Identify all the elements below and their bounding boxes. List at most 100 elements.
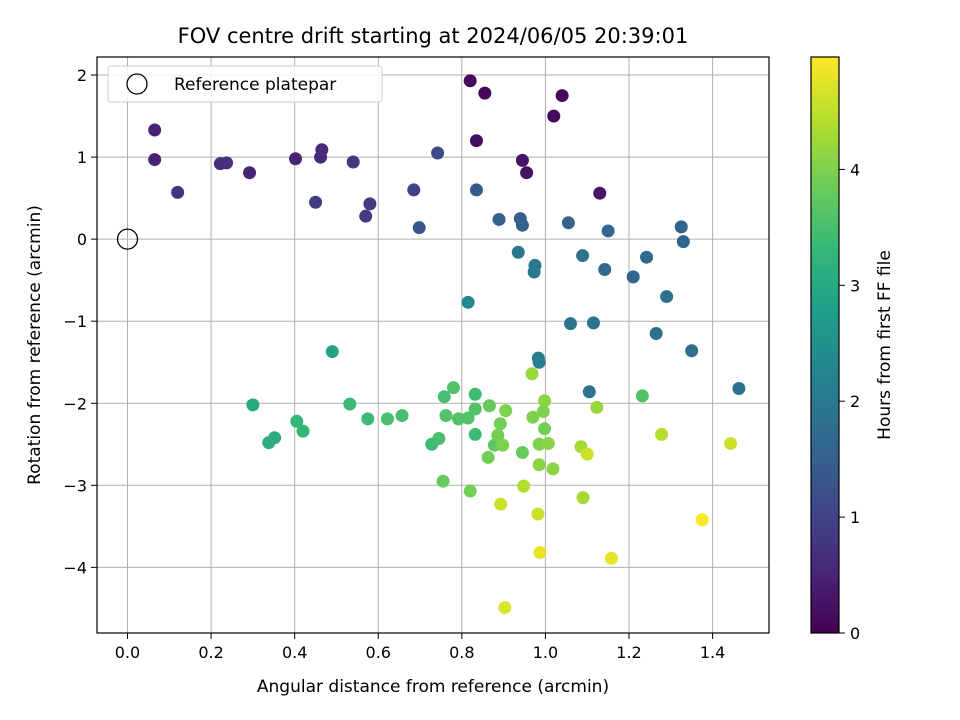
data-point xyxy=(469,134,483,148)
data-point xyxy=(290,414,304,428)
data-point xyxy=(635,389,649,403)
data-point xyxy=(520,166,534,180)
x-axis-label: Angular distance from reference (arcmin) xyxy=(257,677,609,697)
data-point xyxy=(439,409,453,423)
data-point xyxy=(695,513,709,527)
data-points xyxy=(116,74,746,615)
data-point xyxy=(148,153,162,167)
colorbar-gradient xyxy=(811,57,839,633)
data-point xyxy=(582,385,596,399)
data-point xyxy=(478,86,492,100)
data-point xyxy=(493,417,507,431)
x-tick-label: 0.4 xyxy=(282,643,307,662)
data-point xyxy=(626,270,640,284)
colorbar-tick-label: 3 xyxy=(850,276,860,295)
data-point xyxy=(171,185,185,199)
data-point xyxy=(343,397,357,411)
data-point xyxy=(498,601,512,615)
data-point xyxy=(590,400,604,414)
y-tick-label: 2 xyxy=(77,66,87,85)
x-tick-label: 0.2 xyxy=(198,643,223,662)
data-point xyxy=(576,249,590,263)
data-point xyxy=(268,431,282,445)
colorbar-frame xyxy=(810,56,840,634)
data-point xyxy=(580,447,594,461)
data-point xyxy=(412,221,426,235)
x-axis: 0.0 0.2 0.4 0.6 0.8 1.0 1.2 1.4 xyxy=(115,633,725,662)
data-point xyxy=(346,155,360,169)
y-axis: 2 1 0 −1 −2 −3 −4 xyxy=(63,66,97,577)
data-point xyxy=(586,316,600,330)
data-point xyxy=(468,387,482,401)
legend-entry-reference-platepar: Reference platepar xyxy=(174,75,336,95)
data-point xyxy=(363,197,377,211)
data-point xyxy=(541,436,555,450)
grid-lines xyxy=(97,57,769,633)
colorbar-ticks: 0 1 2 3 4 xyxy=(839,160,860,643)
data-point xyxy=(674,220,688,234)
data-point xyxy=(314,150,328,164)
chart-title: FOV centre drift starting at 2024/06/05 … xyxy=(178,24,689,48)
data-point xyxy=(724,436,738,450)
data-point xyxy=(601,224,615,238)
data-point xyxy=(437,390,451,404)
data-point xyxy=(660,290,674,304)
data-point xyxy=(640,250,654,264)
data-point xyxy=(361,412,375,426)
y-axis-label: Rotation from reference (arcmin) xyxy=(25,205,45,485)
data-point xyxy=(515,445,529,459)
data-point xyxy=(482,399,496,413)
data-point xyxy=(451,412,465,426)
data-point xyxy=(561,216,575,230)
data-point xyxy=(547,109,561,123)
data-point xyxy=(538,422,552,436)
data-point xyxy=(563,317,577,331)
data-point xyxy=(496,438,510,452)
y-tick-label: −3 xyxy=(63,476,87,495)
data-point xyxy=(492,212,506,226)
data-point xyxy=(655,427,669,441)
data-point xyxy=(598,263,612,277)
data-point xyxy=(533,546,547,560)
data-point xyxy=(517,479,531,493)
data-point xyxy=(515,218,529,232)
data-point xyxy=(515,153,529,167)
data-point xyxy=(296,424,310,438)
data-point xyxy=(395,409,409,423)
data-point xyxy=(499,404,513,418)
legend: Reference platepar xyxy=(107,65,383,103)
data-point xyxy=(593,186,607,200)
data-point xyxy=(576,491,590,505)
data-point xyxy=(526,410,540,424)
data-point xyxy=(243,166,257,180)
plot-frame xyxy=(96,56,770,634)
data-point xyxy=(246,398,260,412)
data-point xyxy=(481,450,495,464)
data-point xyxy=(461,295,475,309)
data-point xyxy=(676,235,690,249)
y-tick-label: 1 xyxy=(77,148,87,167)
colorbar: 0 1 2 3 4 Hours from first FF file xyxy=(810,56,895,643)
data-point xyxy=(325,345,339,359)
data-point xyxy=(309,195,323,209)
colorbar-label: Hours from first FF file xyxy=(875,250,895,440)
data-point xyxy=(436,474,450,488)
data-point xyxy=(463,74,477,88)
data-point xyxy=(469,183,483,197)
x-tick-label: 0.6 xyxy=(366,643,391,662)
x-tick-label: 1.0 xyxy=(533,643,558,662)
data-point xyxy=(446,381,460,395)
data-point xyxy=(538,394,552,408)
colorbar-tick-label: 4 xyxy=(850,160,860,179)
legend-marker xyxy=(126,73,148,95)
data-point xyxy=(463,484,477,498)
data-point xyxy=(359,209,373,223)
x-tick-label: 0.0 xyxy=(115,643,140,662)
x-tick-label: 1.2 xyxy=(616,643,641,662)
data-point xyxy=(604,551,618,565)
y-tick-label: 0 xyxy=(77,230,87,249)
data-point xyxy=(536,404,550,418)
data-point xyxy=(527,265,541,279)
data-point xyxy=(511,245,525,259)
